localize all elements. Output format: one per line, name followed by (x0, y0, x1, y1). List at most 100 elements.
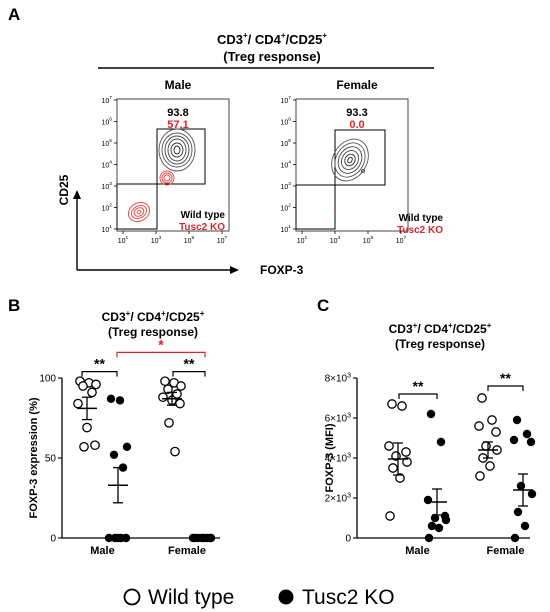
data-point-wild-type (491, 427, 501, 437)
legend-tusc2-ko: Tusc2 KO (397, 225, 443, 236)
y-tick-label: 105 (280, 138, 291, 148)
y-tick-label-base: 10 (101, 184, 109, 191)
data-point-tusc2-ko (526, 437, 536, 447)
y-tick-label-base: 10 (101, 206, 109, 213)
significance-label: ** (500, 370, 511, 386)
data-point-wild-type (82, 422, 92, 433)
y-tick-label-exp: 5 (288, 138, 291, 144)
title-cd3: CD3 (389, 322, 413, 336)
y-tick-label: 0 (50, 534, 56, 545)
y-tick-label-exp: 3 (347, 493, 351, 500)
legend-wild-type: Wild type (399, 213, 444, 224)
data-point-wild-type (487, 415, 497, 425)
data-point-wild-type (397, 401, 407, 411)
data-point-wild-type (385, 511, 395, 521)
legend-tusc2-ko: Tusc2 KO (179, 222, 225, 233)
data-point-tusc2-ko (510, 533, 520, 543)
title-cd3: CD3 (102, 310, 126, 324)
y-tick-label: 106 (280, 117, 291, 127)
gate-q3 (295, 184, 336, 230)
data-point-tusc2-ko (436, 437, 446, 447)
data-point-wild-type (387, 399, 397, 409)
x-category-label: Male (405, 545, 429, 557)
panel-a-subtitle: (Treg response) (223, 49, 321, 64)
legend-wt-marker (123, 588, 141, 606)
significance-label: ** (94, 356, 105, 372)
data-point-wild-type (485, 461, 495, 471)
y-tick-label-base: 10 (280, 163, 288, 170)
y-tick-label-exp: 6 (288, 117, 291, 123)
y-tick-label-base: 4×10 (325, 454, 348, 465)
wt-contour (158, 128, 196, 172)
y-tick-label: 100 (39, 374, 56, 385)
data-point-tusc2-ko (424, 533, 434, 543)
y-tick-label-exp: 7 (288, 95, 291, 101)
data-point-wild-type (73, 398, 83, 409)
x-tick-label: 101 (118, 235, 129, 245)
plot-header-female: Female (336, 78, 378, 92)
x-tick-label-exp: 1 (126, 235, 129, 241)
title-cd4: / CD4 (130, 310, 161, 324)
gate-q2 (334, 129, 386, 186)
y-tick-label: 101 (280, 224, 291, 234)
plot-frame (295, 98, 409, 232)
x-tick-label-exp: 3 (159, 235, 162, 241)
data-point-wild-type (475, 471, 485, 481)
data-point-tusc2-ko (512, 415, 522, 425)
y-tick-label-base: 10 (280, 184, 288, 191)
y-tick-label: 105 (101, 138, 112, 148)
y-tick-label-exp: 7 (109, 95, 112, 101)
panel-b-subtitle: (Treg response) (108, 325, 198, 339)
data-point-wild-type (158, 392, 168, 403)
x-tick-label-base: 10 (118, 238, 126, 245)
flow-plot-male: 93.8 57.1 Wild type Tusc2 KO 10110210310… (101, 95, 230, 245)
y-tick-label-exp: 6 (109, 117, 112, 123)
data-point-wild-type (90, 440, 100, 451)
wt-outlier (361, 169, 365, 173)
title-sup-2: + (448, 321, 453, 330)
ko-percentage: 57.1 (167, 119, 188, 131)
x-tick-label-exp: 3 (338, 235, 341, 241)
title-sup-1: + (413, 321, 418, 330)
title-sup-3: + (322, 31, 327, 40)
significance-bracket (116, 351, 206, 358)
panel-c: C CD3+/ CD4+/CD25+ (Treg response) 02×10… (317, 296, 537, 557)
y-tick-label-exp: 3 (347, 373, 351, 380)
y-tick-label: 103 (280, 181, 291, 191)
x-category-label: Female (487, 545, 525, 557)
y-tick-label-exp: 2 (288, 203, 291, 209)
y-tick-label-exp: 3 (347, 413, 351, 420)
title-sup-2: + (281, 31, 286, 40)
data-point-wild-type (170, 446, 180, 457)
y-tick-label-base: 10 (280, 141, 288, 148)
x-tick-label-base: 10 (363, 238, 371, 245)
data-point-tusc2-ko (110, 533, 120, 543)
title-sup-3: + (487, 321, 492, 330)
y-tick-label-base: 10 (280, 98, 288, 105)
legend-wild-type: Wild type (181, 210, 226, 221)
y-tick-label-base: 2×10 (325, 494, 348, 505)
y-tick-label: 103 (101, 181, 112, 191)
data-point-tusc2-ko (430, 513, 440, 523)
data-point-wild-type (160, 376, 170, 387)
title-cd3: CD3 (217, 32, 243, 47)
title-cd25: /CD25 (286, 32, 323, 47)
y-tick-label: 107 (280, 95, 291, 105)
panel-c-subtitle: (Treg response) (395, 337, 485, 351)
data-point-tusc2-ko (516, 481, 526, 491)
panel-b-letter: B (8, 296, 20, 315)
data-point-tusc2-ko (441, 515, 451, 525)
data-point-tusc2-ko (109, 450, 119, 459)
data-point-wild-type (384, 441, 394, 451)
plot-frame (116, 98, 230, 232)
ko-contour-upper (159, 170, 175, 186)
y-tick-label-exp: 2 (109, 203, 112, 209)
panel-a-title: CD3+/ CD4+/CD25+ (217, 31, 327, 47)
y-axis-arrowhead (73, 190, 81, 199)
y-tick-label-base: 10 (280, 120, 288, 127)
gate-q2 (156, 128, 206, 185)
y-tick-label: 101 (101, 224, 112, 234)
title-sup-3: + (200, 309, 205, 318)
